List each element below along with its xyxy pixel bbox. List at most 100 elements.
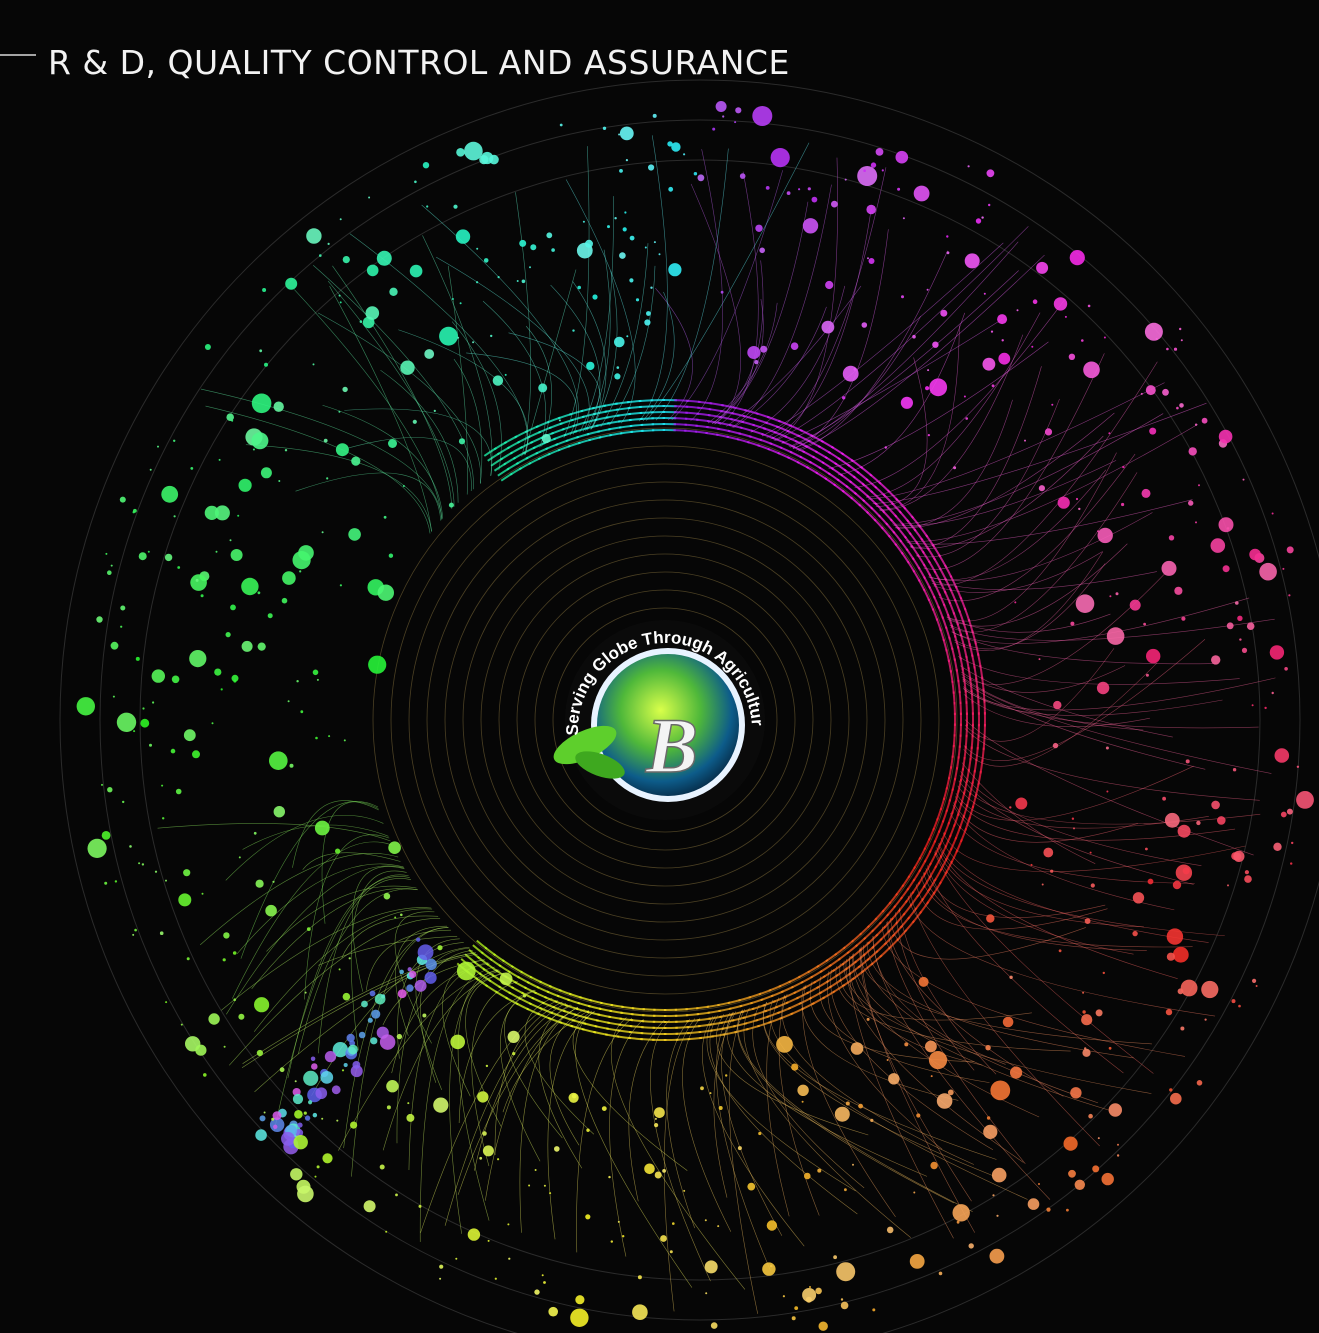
fiber xyxy=(366,930,451,990)
node xyxy=(618,1221,620,1223)
node xyxy=(619,252,626,259)
node xyxy=(233,998,236,1001)
node xyxy=(817,1169,821,1173)
node xyxy=(343,256,350,263)
node xyxy=(196,579,199,582)
node xyxy=(1166,348,1169,351)
node xyxy=(863,169,866,172)
node xyxy=(1146,649,1160,663)
node xyxy=(776,1036,793,1053)
fiber xyxy=(445,1003,566,1226)
node xyxy=(410,265,423,278)
node xyxy=(484,258,489,263)
node xyxy=(360,320,363,323)
node xyxy=(139,552,147,560)
node xyxy=(983,1125,997,1139)
node xyxy=(1264,707,1266,709)
node xyxy=(1287,546,1294,553)
node xyxy=(734,121,736,123)
node xyxy=(1195,424,1197,426)
node xyxy=(315,821,330,836)
fiber xyxy=(338,970,499,1150)
fiber xyxy=(241,801,378,958)
node xyxy=(851,1042,864,1055)
tail-node xyxy=(359,1032,366,1039)
node xyxy=(423,162,429,168)
node xyxy=(644,1164,655,1175)
tail-node xyxy=(303,1071,318,1086)
fiber xyxy=(770,209,871,439)
node xyxy=(929,1051,947,1069)
node xyxy=(1178,825,1191,838)
node xyxy=(300,710,303,713)
tail-node xyxy=(418,944,434,960)
node xyxy=(1174,348,1177,351)
node xyxy=(1148,879,1154,885)
node xyxy=(711,1322,718,1329)
fiber xyxy=(422,205,579,434)
fiber xyxy=(763,1002,996,1159)
node xyxy=(1227,884,1229,886)
node xyxy=(535,1169,537,1171)
tail-node xyxy=(398,989,407,998)
node xyxy=(507,1031,519,1043)
node xyxy=(238,1014,244,1020)
node xyxy=(77,697,95,715)
node xyxy=(1174,587,1182,595)
node xyxy=(317,1165,320,1168)
fiber xyxy=(751,286,845,433)
node xyxy=(869,258,875,264)
node xyxy=(272,881,274,883)
node xyxy=(226,632,231,637)
node xyxy=(315,737,318,740)
fiber xyxy=(515,192,530,456)
node xyxy=(719,1106,723,1110)
node xyxy=(937,1093,953,1109)
node xyxy=(486,1065,488,1067)
node xyxy=(282,598,288,604)
node xyxy=(885,446,887,448)
node xyxy=(705,1219,707,1221)
fiber xyxy=(667,1019,695,1228)
fiber xyxy=(332,266,451,509)
node xyxy=(867,257,869,259)
node xyxy=(787,191,791,195)
node xyxy=(1233,851,1244,862)
node xyxy=(619,169,623,173)
node xyxy=(203,1073,207,1077)
node xyxy=(340,301,342,303)
node xyxy=(670,1250,673,1253)
tail-node xyxy=(347,1034,355,1042)
node xyxy=(517,280,519,282)
node xyxy=(1091,883,1095,887)
node xyxy=(282,571,296,585)
node xyxy=(1045,428,1052,435)
node xyxy=(105,553,107,555)
node xyxy=(459,438,465,444)
node xyxy=(1038,1183,1040,1185)
node xyxy=(161,486,178,503)
node xyxy=(904,1042,908,1046)
fiber xyxy=(947,453,1117,621)
tail-node xyxy=(325,1051,336,1062)
fiber-arc xyxy=(473,945,483,953)
node xyxy=(803,218,818,233)
node xyxy=(1130,600,1141,611)
node xyxy=(305,992,307,994)
node xyxy=(645,247,647,249)
node xyxy=(254,832,257,835)
node xyxy=(998,353,1010,365)
node xyxy=(433,1098,448,1113)
node xyxy=(342,387,347,392)
node xyxy=(140,719,149,728)
node xyxy=(1109,1047,1112,1050)
node xyxy=(120,626,122,628)
node xyxy=(296,680,298,682)
node xyxy=(1179,328,1181,330)
node xyxy=(1073,827,1075,829)
node xyxy=(638,1275,642,1279)
node xyxy=(495,1278,497,1280)
node xyxy=(177,566,180,569)
page: R & D, QUALITY CONTROL AND ASSURANCE B S… xyxy=(0,0,1319,1333)
node xyxy=(290,764,294,768)
